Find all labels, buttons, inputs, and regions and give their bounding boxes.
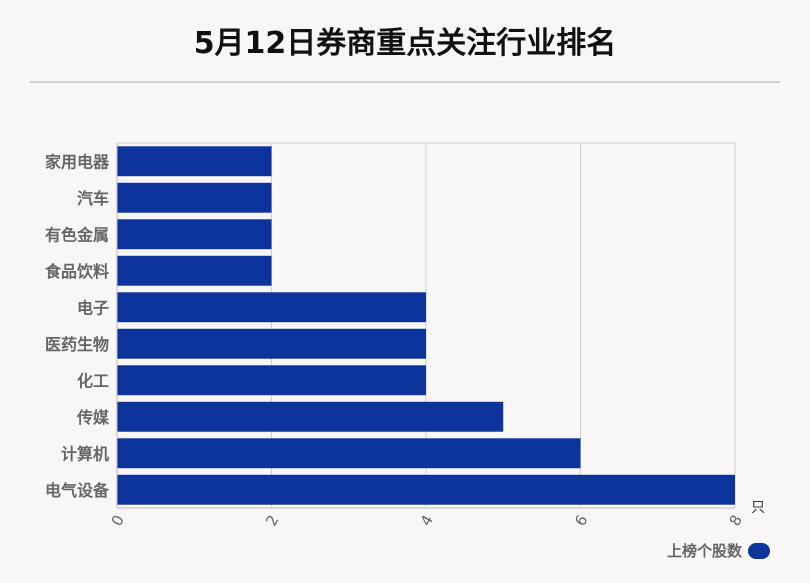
title-divider [30, 81, 780, 83]
category-label: 汽车 [77, 189, 109, 208]
x-tick-label: 4 [417, 512, 437, 529]
category-label: 传媒 [76, 408, 110, 427]
x-tick-label: 0 [108, 512, 128, 529]
bar [117, 438, 581, 469]
category-label: 有色金属 [45, 225, 109, 244]
x-tick-label: 8 [726, 512, 746, 529]
legend-label: 上榜个股数 [666, 542, 742, 560]
category-label: 家用电器 [45, 152, 110, 171]
bar [117, 292, 426, 323]
x-tick-label: 6 [571, 512, 591, 529]
bar [117, 146, 272, 177]
bar [117, 474, 735, 505]
legend: 上榜个股数 [667, 540, 770, 561]
x-tick-label: 2 [262, 512, 282, 529]
category-label: 电子 [77, 298, 109, 317]
bar [117, 219, 272, 250]
chart-title: 5月12日券商重点关注行业排名 [193, 26, 617, 61]
x-unit-label: 只 [751, 500, 765, 516]
category-label: 化工 [77, 371, 109, 390]
category-label: 计算机 [61, 444, 109, 463]
bar [117, 401, 504, 432]
category-label: 医药生物 [45, 335, 109, 354]
bar [117, 365, 426, 396]
bar [117, 328, 426, 359]
category-label: 食品饮料 [44, 262, 109, 281]
legend-swatch [748, 542, 770, 559]
bar [117, 182, 272, 213]
bar [117, 255, 272, 286]
category-label: 电气设备 [45, 481, 110, 500]
